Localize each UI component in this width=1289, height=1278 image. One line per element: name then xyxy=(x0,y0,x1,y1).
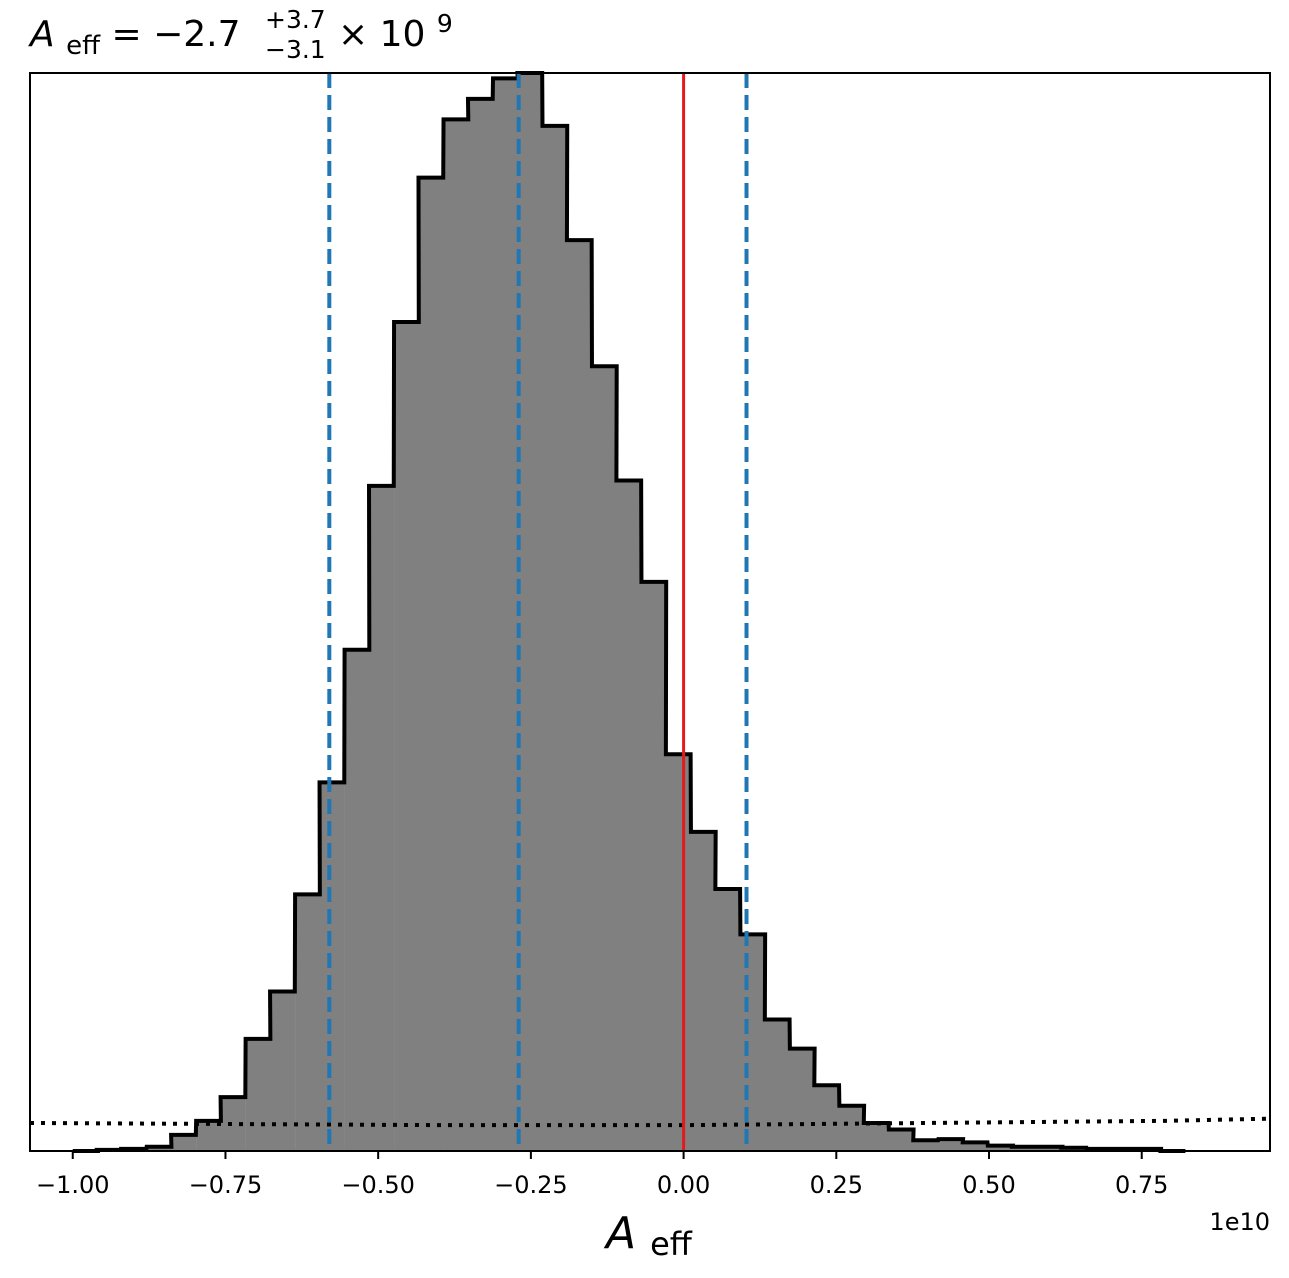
histogram-outline xyxy=(72,71,1186,1153)
histogram-bar xyxy=(394,322,420,1151)
histogram-bar xyxy=(962,1142,988,1151)
title-subscript: eff xyxy=(66,31,101,61)
histogram-bar xyxy=(517,73,543,1151)
histogram-bar xyxy=(789,1048,816,1151)
histogram-bar xyxy=(369,485,395,1151)
x-tick-label: −1.00 xyxy=(36,1171,110,1199)
histogram-bar xyxy=(616,480,642,1151)
histogram-bar xyxy=(938,1139,964,1151)
histogram-bar xyxy=(418,177,444,1152)
x-tick-label: 0.50 xyxy=(962,1171,1015,1199)
histogram-bar xyxy=(1037,1146,1063,1151)
histogram-bar xyxy=(1012,1146,1038,1151)
axes-frame xyxy=(29,72,1271,1152)
x-tick-label: 0.75 xyxy=(1115,1171,1168,1199)
histogram-bar xyxy=(987,1145,1014,1151)
histogram-bar xyxy=(493,78,519,1151)
histogram-bar xyxy=(888,1129,915,1151)
x-tick-label: −0.25 xyxy=(494,1171,568,1199)
title-minus-error: −3.1 xyxy=(265,35,326,64)
histogram-bar xyxy=(344,649,370,1151)
reference-lines-layer xyxy=(327,73,749,1151)
histogram-bar xyxy=(295,894,321,1151)
title-plus-error: +3.7 xyxy=(265,5,326,34)
histogram-bar xyxy=(764,1019,791,1151)
histogram-bar xyxy=(146,1146,172,1151)
chart-title: A eff = −2.7 xyxy=(28,14,241,63)
histogram-bar xyxy=(690,831,717,1151)
title-times-ten: × 10 xyxy=(338,14,425,55)
histogram-bar xyxy=(740,934,766,1151)
histogram-bar xyxy=(715,889,741,1151)
histogram-bar xyxy=(839,1105,865,1151)
title-times: × 10 9 xyxy=(338,9,453,55)
title-symbol: A xyxy=(28,14,55,55)
title-value: −2.7 xyxy=(153,14,240,55)
x-tick-label: 0.00 xyxy=(657,1171,710,1199)
histogram-bar xyxy=(467,98,494,1152)
x-axis-label: A eff xyxy=(603,1208,693,1263)
histogram-bar xyxy=(171,1134,197,1151)
histogram-bar xyxy=(863,1122,890,1151)
histogram-bar xyxy=(542,125,568,1151)
x-tick-label: −0.50 xyxy=(341,1171,415,1199)
histogram-bar xyxy=(814,1085,840,1151)
x-tick-label: −0.75 xyxy=(189,1171,263,1199)
histogram-layer xyxy=(72,71,1186,1153)
histogram-bar xyxy=(566,240,593,1152)
x-axis-label-subscript: eff xyxy=(650,1225,693,1263)
title-equals: = xyxy=(111,14,153,55)
prior-curve xyxy=(29,1116,1271,1128)
title-exponent: 9 xyxy=(437,9,453,38)
x-axis-label-symbol: A xyxy=(603,1208,636,1259)
histogram-bar xyxy=(591,366,618,1151)
histogram-bar xyxy=(443,119,469,1151)
histogram-bar xyxy=(641,581,667,1151)
x-axis-offset-label: 1e10 xyxy=(1209,1208,1270,1236)
prior-layer xyxy=(29,1116,1271,1128)
histogram-bar xyxy=(319,782,345,1151)
histogram-bar xyxy=(913,1140,939,1151)
x-axis-ticks: −1.00 −0.75 −0.50 −0.25 0.00 0.25 0.50 0.75 xyxy=(36,1151,1168,1199)
histogram-bar xyxy=(270,991,296,1151)
x-tick-label: 0.25 xyxy=(810,1171,863,1199)
histogram-bar xyxy=(245,1038,271,1151)
histogram-bar xyxy=(665,754,692,1151)
